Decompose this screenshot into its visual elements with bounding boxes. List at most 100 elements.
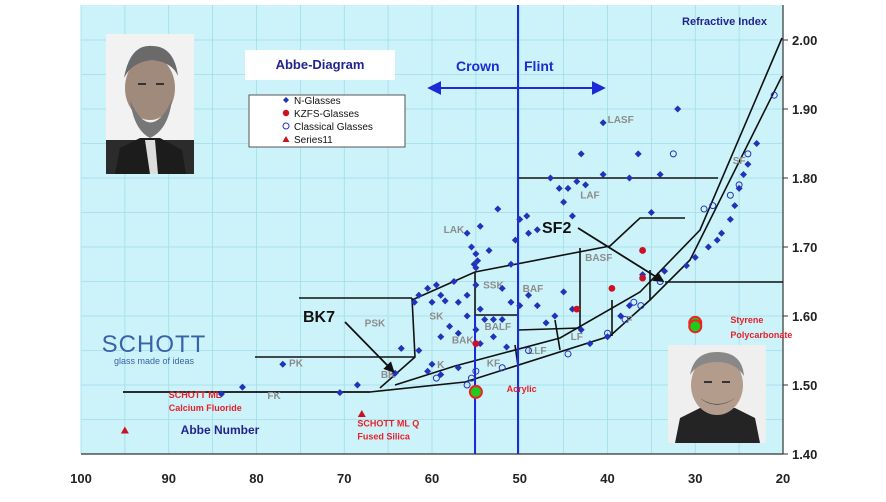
data-point-classical-glass xyxy=(770,91,778,99)
data-point-n-glass xyxy=(454,364,462,372)
legend-marker-series11 xyxy=(282,136,290,142)
data-point-n-glass xyxy=(217,390,225,398)
crown-label: Crown xyxy=(456,58,500,74)
region-label: LASF xyxy=(608,115,634,126)
data-point-n-glass xyxy=(523,212,531,220)
material-annotation: Fused Silica xyxy=(357,432,411,442)
data-point-n-glass xyxy=(507,260,515,268)
data-point-n-glass xyxy=(586,340,594,348)
data-point-n-glass xyxy=(489,315,497,323)
region-label: LAF xyxy=(580,191,599,202)
sf2-arrow xyxy=(577,227,665,283)
x-tick-label: 30 xyxy=(688,471,702,486)
special-point-polycarbonate xyxy=(688,319,703,334)
data-point-n-glass xyxy=(489,333,497,341)
data-point-n-glass xyxy=(744,160,752,168)
region-label: BK xyxy=(381,370,396,381)
data-point-n-glass xyxy=(740,171,748,179)
data-point-n-glass xyxy=(573,177,581,185)
schott-logo: SCHOTT xyxy=(102,331,207,358)
material-annotation: Styrene xyxy=(730,315,763,325)
data-point-classical-glass xyxy=(637,302,645,310)
chart-title: Abbe-Diagram xyxy=(276,57,365,72)
bk7-arrow xyxy=(344,321,395,373)
region-boundaries xyxy=(123,37,783,393)
data-point-kzfs-glass xyxy=(639,247,646,254)
data-point-n-glass xyxy=(353,381,361,389)
data-point-n-glass xyxy=(238,383,246,391)
data-point-classical-glass xyxy=(744,150,752,158)
data-point-classical-glass xyxy=(472,367,480,375)
y-tick-label: 1.90 xyxy=(792,102,817,117)
title-box xyxy=(245,50,395,80)
data-point-n-glass xyxy=(467,243,475,251)
data-point-n-glass xyxy=(577,326,585,334)
legend: N-Glasses KZFS-Glasses Classical Glasses… xyxy=(248,94,406,148)
data-point-n-glass xyxy=(450,278,458,285)
data-point-n-glass xyxy=(525,291,533,299)
data-point-n-glass xyxy=(634,150,642,158)
data-point-n-glass xyxy=(441,297,449,305)
y-tick-labels: 1.40 1.50 1.60 1.70 1.80 1.90 2.00 xyxy=(783,33,817,462)
data-point-classical-glass xyxy=(432,374,440,382)
legend-marker-kzfs-glasses xyxy=(282,109,290,117)
data-point-n-glass xyxy=(428,360,436,368)
data-point-n-glass xyxy=(485,246,493,254)
portrait-schott xyxy=(668,345,766,443)
region-label: LF xyxy=(571,332,583,343)
material-annotation: Polycarbonate xyxy=(730,330,792,340)
data-point-n-glass xyxy=(564,184,572,192)
data-point-classical-glass xyxy=(463,381,471,389)
region-label: BAK xyxy=(452,336,474,347)
data-point-n-glass xyxy=(472,326,480,334)
data-point-n-glass xyxy=(560,198,568,206)
legend-marker-n-glasses xyxy=(283,97,289,103)
legend-marker-classical-glasses xyxy=(282,122,290,130)
data-point-n-glass xyxy=(463,229,471,237)
legend-label-series11: Series11 xyxy=(294,135,333,146)
schott-tagline: glass made of ideas xyxy=(114,356,195,366)
data-point-n-glass xyxy=(498,284,506,292)
bk-region-line xyxy=(379,297,416,389)
data-point-classical-glass xyxy=(564,350,572,358)
data-point-classical-glass xyxy=(700,205,708,213)
x-tick-label: 50 xyxy=(513,471,527,486)
upper-boundary-line xyxy=(394,37,783,386)
special-material-points xyxy=(468,315,703,399)
region-label: BALF xyxy=(484,322,511,333)
data-point-n-glass xyxy=(726,215,734,223)
data-point-n-glass xyxy=(463,291,471,299)
data-point-n-glass xyxy=(560,288,568,296)
data-point-n-glass xyxy=(546,174,554,182)
region-label: F xyxy=(626,315,632,326)
data-point-n-glass xyxy=(713,236,721,244)
data-point-n-glass xyxy=(397,344,405,352)
data-point-n-glass xyxy=(410,298,418,306)
data-point-n-glass xyxy=(656,171,664,179)
llf-divider xyxy=(554,319,561,351)
data-point-n-glass xyxy=(525,229,533,237)
x-tick-label: 60 xyxy=(425,471,439,486)
data-point-classical-glass xyxy=(669,150,677,158)
data-point-n-glass xyxy=(577,150,585,158)
data-point-n-glass xyxy=(533,226,541,234)
data-point-n-glass xyxy=(599,119,607,127)
material-annotation: Acrylic xyxy=(507,384,537,394)
data-point-series11 xyxy=(120,426,129,434)
data-point-n-glass xyxy=(555,184,563,192)
y-tick-label: 1.80 xyxy=(792,171,817,186)
data-point-n-glass xyxy=(599,171,607,179)
bk7-callout: BK7 xyxy=(303,309,335,326)
data-point-classical-glass xyxy=(621,315,629,323)
data-point-classical-glass xyxy=(709,202,717,210)
data-point-n-glass xyxy=(463,312,471,320)
data-point-n-glass xyxy=(533,302,541,310)
data-point-n-glass xyxy=(516,215,524,223)
data-point-n-glass xyxy=(691,253,699,261)
region-label: LAK xyxy=(444,225,465,236)
x-tick-label: 20 xyxy=(776,471,790,486)
data-point-kzfs-glass xyxy=(639,274,646,282)
data-point-n-glass xyxy=(437,291,445,299)
data-point-series11 xyxy=(357,409,366,417)
data-point-n-glass xyxy=(428,298,436,306)
